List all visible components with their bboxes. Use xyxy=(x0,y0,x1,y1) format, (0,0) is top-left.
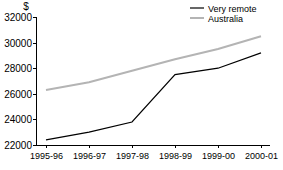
y-tick-label: 28000 xyxy=(4,63,32,74)
y-tick-label: 32000 xyxy=(4,12,32,23)
x-tick-label: 1999-00 xyxy=(202,151,235,161)
x-tick xyxy=(175,145,176,148)
y-tick xyxy=(33,17,36,18)
x-tick xyxy=(218,145,219,148)
x-axis xyxy=(36,145,270,146)
series-line xyxy=(46,36,261,90)
x-tick xyxy=(89,145,90,148)
x-tick xyxy=(46,145,47,148)
y-axis xyxy=(36,17,37,145)
y-tick xyxy=(33,145,36,146)
legend-swatch xyxy=(190,17,204,19)
chart-container: 22000 24000 26000 28000 30000 32000$1995-96 19… xyxy=(0,0,283,170)
legend-label: Australia xyxy=(208,14,243,24)
chart-svg: 22000 24000 26000 28000 30000 32000$1995-96 19… xyxy=(0,0,283,170)
x-tick xyxy=(132,145,133,148)
y-tick xyxy=(33,43,36,44)
x-tick-label: 1998-99 xyxy=(159,151,192,161)
y-axis-label: $ xyxy=(23,1,29,12)
x-tick-label: 1996-97 xyxy=(73,151,106,161)
legend-label: Very remote xyxy=(208,4,257,14)
y-tick xyxy=(33,119,36,120)
y-tick-label: 24000 xyxy=(4,114,32,125)
x-tick xyxy=(261,145,262,148)
y-tick xyxy=(33,68,36,69)
x-tick-label: 1995-96 xyxy=(30,151,63,161)
legend-swatch xyxy=(190,7,204,8)
y-tick-label: 30000 xyxy=(4,38,32,49)
x-tick-label: 2000-01 xyxy=(245,151,278,161)
y-tick-label: 22000 xyxy=(4,140,32,151)
y-tick-label: 26000 xyxy=(4,89,32,100)
x-tick-label: 1997-98 xyxy=(116,151,149,161)
series-group xyxy=(46,36,261,140)
y-tick xyxy=(33,94,36,95)
